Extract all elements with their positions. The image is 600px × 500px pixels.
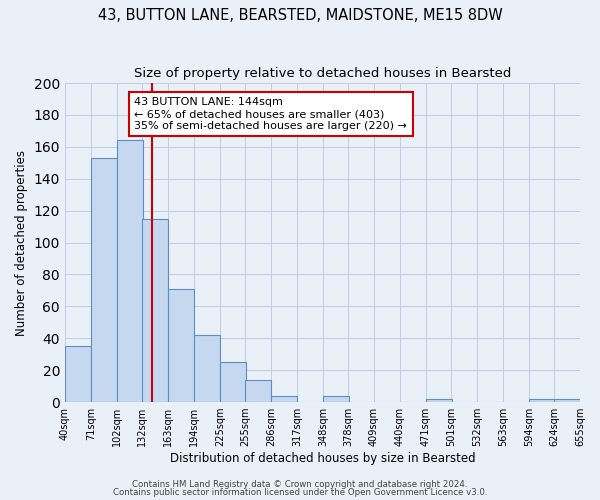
Bar [271,396,297,402]
Bar [529,399,555,402]
Title: Size of property relative to detached houses in Bearsted: Size of property relative to detached ho… [134,68,511,80]
Text: Contains public sector information licensed under the Open Government Licence v3: Contains public sector information licen… [113,488,487,497]
Bar [220,362,246,402]
X-axis label: Distribution of detached houses by size in Bearsted: Distribution of detached houses by size … [170,452,475,465]
Bar [168,289,194,402]
Text: Contains HM Land Registry data © Crown copyright and database right 2024.: Contains HM Land Registry data © Crown c… [132,480,468,489]
Bar [142,218,168,402]
Bar [65,346,91,402]
Bar [194,335,220,402]
Bar [323,396,349,402]
Bar [91,158,117,402]
Bar [117,140,143,402]
Bar [426,399,452,402]
Text: 43, BUTTON LANE, BEARSTED, MAIDSTONE, ME15 8DW: 43, BUTTON LANE, BEARSTED, MAIDSTONE, ME… [98,8,502,22]
Bar [554,399,580,402]
Y-axis label: Number of detached properties: Number of detached properties [15,150,28,336]
Bar [245,380,271,402]
Text: 43 BUTTON LANE: 144sqm
← 65% of detached houses are smaller (403)
35% of semi-de: 43 BUTTON LANE: 144sqm ← 65% of detached… [134,98,407,130]
